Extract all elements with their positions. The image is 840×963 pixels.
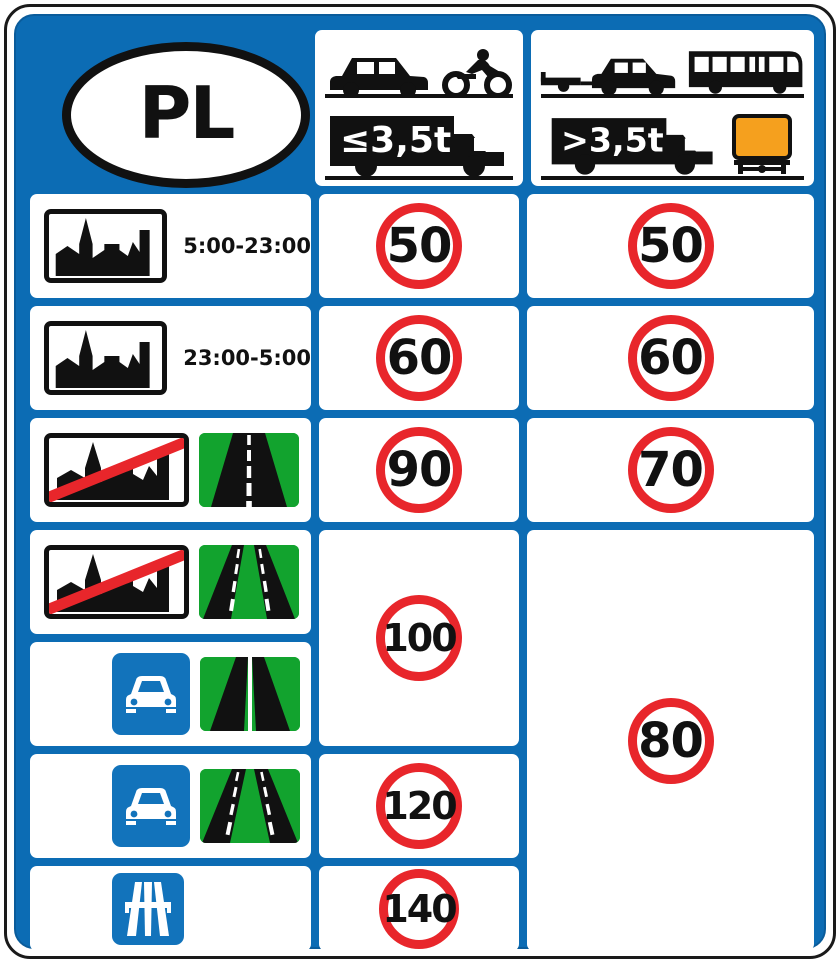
speed-roundel: 50	[627, 203, 714, 289]
row-2-heavy-limit-cell: 60	[527, 306, 814, 410]
country-code-label: PL	[138, 71, 236, 155]
end-of-city-sign-plate	[44, 433, 189, 507]
split-carriageway-icon	[200, 657, 300, 731]
speed-roundel: 90	[376, 427, 462, 513]
speed-roundel: 50	[376, 203, 462, 289]
row-4-5-light-limit-cell-merged: 100	[319, 530, 519, 746]
city-sign-plate	[44, 209, 168, 283]
city-icon	[55, 330, 150, 388]
heavy-top-row	[539, 36, 806, 98]
speed-value: 120	[382, 784, 457, 828]
speed-value: 100	[382, 616, 457, 660]
speed-value: 140	[382, 886, 457, 931]
ground-line	[325, 94, 513, 98]
end-of-city-sign-plate	[44, 545, 189, 619]
speed-roundel: 80	[627, 697, 714, 784]
ground-line	[325, 176, 513, 180]
city-sign-plate	[44, 321, 168, 395]
speed-roundel: 60	[627, 315, 714, 401]
speed-value: 60	[638, 330, 704, 386]
row-7-road-cell	[30, 866, 311, 951]
car-icon	[330, 58, 428, 98]
truck-icon: ≤3,5t	[330, 116, 504, 177]
speed-value: 60	[386, 330, 453, 386]
light-weight-label: ≤3,5t	[340, 120, 451, 161]
row-6-road-cell	[30, 754, 311, 858]
country-code-oval: PL	[62, 42, 310, 188]
sign-board: PL	[14, 14, 826, 951]
row-7-light-limit-cell: 140	[319, 866, 519, 951]
truck-icon: >3,5t	[551, 118, 713, 175]
ground-line	[541, 94, 804, 98]
tanker-icon	[731, 114, 792, 174]
row-4-road-cell	[30, 530, 311, 634]
heavy-weight-label: >3,5t	[560, 120, 663, 159]
car-front-icon	[126, 676, 176, 713]
city-icon	[55, 218, 150, 276]
speed-roundel: 100	[376, 595, 462, 681]
row-1-road-cell: 5:00-23:00	[30, 194, 311, 298]
expressway-sign	[112, 765, 190, 847]
heavy-bottom-row: >3,5t	[539, 104, 806, 180]
speed-value: 70	[638, 442, 704, 498]
oval-shape: PL	[62, 42, 310, 188]
row-6-light-limit-cell: 120	[319, 754, 519, 858]
car-front-icon	[126, 788, 176, 825]
single-carriageway-icon	[199, 433, 299, 507]
header-light-vehicles: ≤3,5t	[315, 30, 523, 186]
bus-icon	[688, 51, 803, 94]
row-1-light-limit-cell: 50	[319, 194, 519, 298]
row-4-7-heavy-limit-cell-merged: 80	[527, 530, 814, 951]
speed-value: 80	[638, 712, 704, 769]
dual-carriageway-dashed-icon	[200, 769, 300, 843]
light-bottom-row: ≤3,5t	[323, 104, 515, 180]
row-2-time-label: 23:00-5:00	[183, 346, 311, 370]
row-1-time-label: 5:00-23:00	[183, 234, 311, 258]
car-with-trailer-icon	[540, 58, 676, 96]
row-5-road-cell	[30, 642, 311, 746]
row-2-light-limit-cell: 60	[319, 306, 519, 410]
speed-roundel: 120	[376, 763, 462, 849]
dual-carriageway-icon	[199, 545, 299, 619]
speed-roundel: 70	[627, 427, 714, 513]
header-heavy-vehicles: >3,5t	[531, 30, 814, 186]
speed-value: 50	[638, 218, 704, 274]
ground-line	[541, 176, 804, 180]
row-2-road-cell: 23:00-5:00	[30, 306, 311, 410]
expressway-sign	[112, 653, 190, 735]
light-top-row	[323, 36, 515, 98]
motorway-icon	[125, 881, 171, 936]
motorway-sign	[112, 872, 184, 945]
row-3-light-limit-cell: 90	[319, 418, 519, 522]
speed-value: 90	[386, 442, 453, 498]
speed-roundel: 60	[376, 315, 462, 401]
row-3-road-cell	[30, 418, 311, 522]
speed-value: 50	[386, 218, 453, 274]
speed-roundel: 140	[379, 868, 459, 949]
motorcycle-icon	[442, 49, 512, 98]
row-1-heavy-limit-cell: 50	[527, 194, 814, 298]
row-3-heavy-limit-cell: 70	[527, 418, 814, 522]
